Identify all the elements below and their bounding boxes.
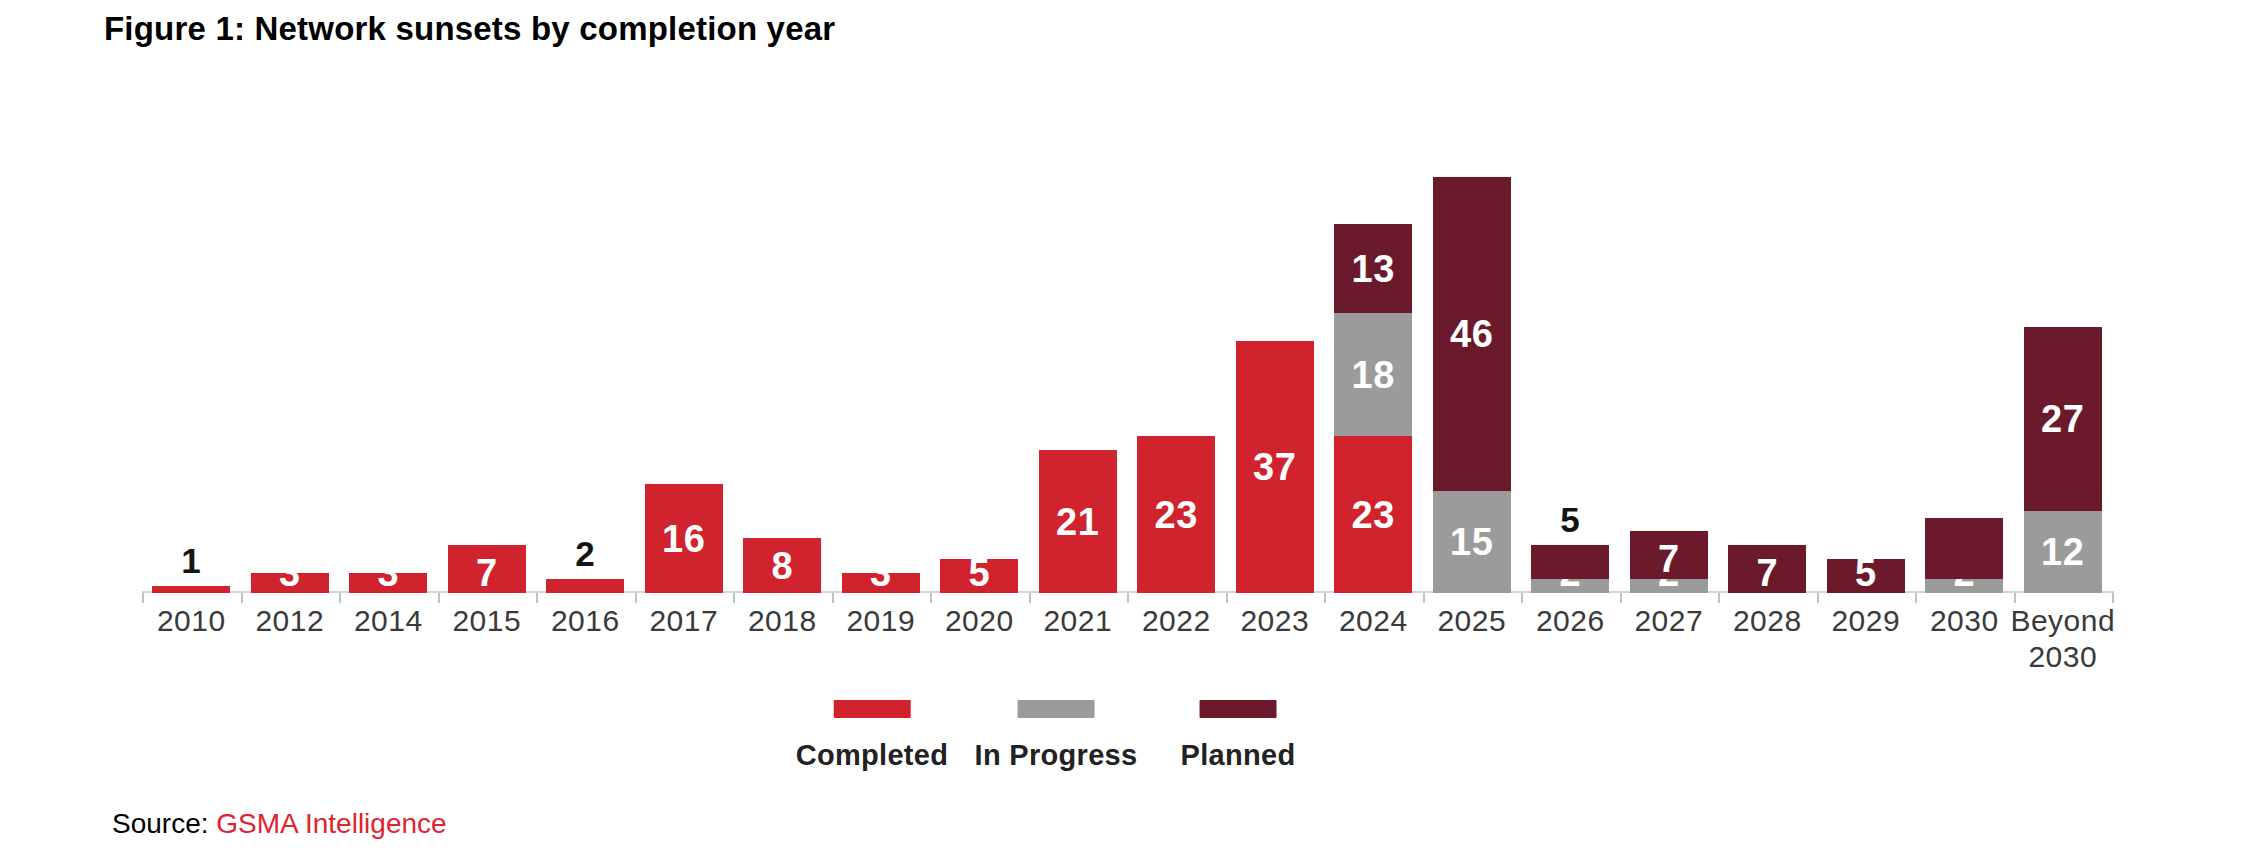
bar-segment-completed: 21 <box>1039 450 1117 593</box>
axis-tick-mark <box>1521 593 1523 603</box>
axis-tick-mark <box>635 593 637 603</box>
bar-segment-in-progress: 15 <box>1433 491 1511 593</box>
x-axis-label: Beyond2030 <box>2002 603 2125 675</box>
axis-tick-mark <box>2014 593 2016 603</box>
bar-segment-planned: 46 <box>1433 177 1511 491</box>
bar-value-label: 27 <box>2024 400 2102 438</box>
axis-tick-mark <box>1324 593 1326 603</box>
axis-tick-mark <box>1029 593 1031 603</box>
axis-tick-mark <box>832 593 834 603</box>
bar-value-label: 23 <box>1334 496 1412 534</box>
bar-segment-in-progress: 12 <box>2024 511 2102 593</box>
bar-segment-completed: 7 <box>448 545 526 593</box>
bar-segment-completed <box>152 586 230 593</box>
axis-tick-mark <box>241 593 243 603</box>
legend-swatch-planned <box>1200 700 1277 718</box>
bar-value-label: 12 <box>2024 533 2102 571</box>
bar-segment-completed <box>546 579 624 593</box>
bar-value-label: 7 <box>1630 540 1708 578</box>
bar-value-label: 46 <box>1433 315 1511 353</box>
axis-tick-mark <box>1620 593 1622 603</box>
axis-tick-mark <box>438 593 440 603</box>
legend-item-completed: Completed <box>796 700 949 772</box>
bar-segment-in-progress: 2 <box>1630 579 1708 593</box>
bar-value-label-outside: 5 <box>1521 502 1620 537</box>
axis-tick-mark <box>339 593 341 603</box>
bar-value-label: 3 <box>842 554 920 592</box>
bar-segment-planned <box>1531 545 1609 579</box>
legend-item-in-progress: In Progress <box>975 700 1138 772</box>
bar-segment-completed: 37 <box>1236 341 1314 593</box>
bar-segment-completed: 23 <box>1334 436 1412 593</box>
axis-tick-mark <box>2112 593 2114 603</box>
legend-swatch-in-progress <box>1017 700 1094 718</box>
source-line: Source: GSMA Intelligence <box>112 808 447 840</box>
axis-tick-mark <box>733 593 735 603</box>
bar-segment-planned: 27 <box>2024 327 2102 511</box>
bar-segment-completed: 3 <box>251 573 329 593</box>
bar-value-label: 21 <box>1039 503 1117 541</box>
bar-value-label-outside: 2 <box>536 536 635 571</box>
bar-segment-planned: 13 <box>1334 224 1412 313</box>
legend-label: Completed <box>796 739 949 772</box>
bar-segment-planned <box>1925 518 2003 579</box>
axis-tick-mark <box>1423 593 1425 603</box>
bar-segment-in-progress: 2 <box>1925 579 2003 593</box>
axis-tick-mark <box>1817 593 1819 603</box>
legend-item-planned: Planned <box>1181 700 1296 772</box>
bar-value-label: 37 <box>1236 448 1314 486</box>
bar-segment-in-progress: 2 <box>1531 579 1609 593</box>
bar-value-label: 18 <box>1334 356 1412 394</box>
bar-value-label: 3 <box>251 554 329 592</box>
bar-value-label: 23 <box>1137 496 1215 534</box>
bar-segment-completed: 16 <box>645 484 723 593</box>
bar-value-label: 7 <box>1728 554 1806 592</box>
axis-tick-mark <box>536 593 538 603</box>
bar-value-label-outside: 1 <box>142 543 241 578</box>
axis-tick-mark <box>1226 593 1228 603</box>
bar-segment-completed: 8 <box>743 538 821 593</box>
bar-value-label: 5 <box>1827 554 1905 592</box>
axis-tick-mark <box>1718 593 1720 603</box>
bar-value-label: 7 <box>448 554 526 592</box>
bar-segment-planned: 5 <box>1827 559 1905 593</box>
bar-segment-completed: 3 <box>842 573 920 593</box>
legend-label: Planned <box>1181 739 1296 772</box>
bar-segment-completed: 23 <box>1137 436 1215 593</box>
axis-tick-mark <box>1127 593 1129 603</box>
source-link[interactable]: GSMA Intelligence <box>216 808 446 839</box>
bar-value-label: 16 <box>645 520 723 558</box>
axis-tick-mark <box>142 593 144 603</box>
bar-segment-planned: 7 <box>1728 545 1806 593</box>
legend-swatch-completed <box>833 700 910 718</box>
bar-segment-completed: 5 <box>940 559 1018 593</box>
bar-segment-completed: 3 <box>349 573 427 593</box>
bar-segment-planned: 7 <box>1630 531 1708 579</box>
axis-tick-mark <box>930 593 932 603</box>
bar-value-label: 8 <box>743 547 821 585</box>
legend-label: In Progress <box>975 739 1138 772</box>
bar-value-label: 15 <box>1433 523 1511 561</box>
bar-value-label: 3 <box>349 554 427 592</box>
bar-value-label: 13 <box>1334 250 1412 288</box>
plot-area: 1201032012320147201522016162017820183201… <box>0 0 2256 864</box>
axis-tick-mark <box>1915 593 1917 603</box>
bar-value-label: 5 <box>940 554 1018 592</box>
source-prefix: Source: <box>112 808 209 839</box>
bar-segment-in-progress: 18 <box>1334 313 1412 436</box>
